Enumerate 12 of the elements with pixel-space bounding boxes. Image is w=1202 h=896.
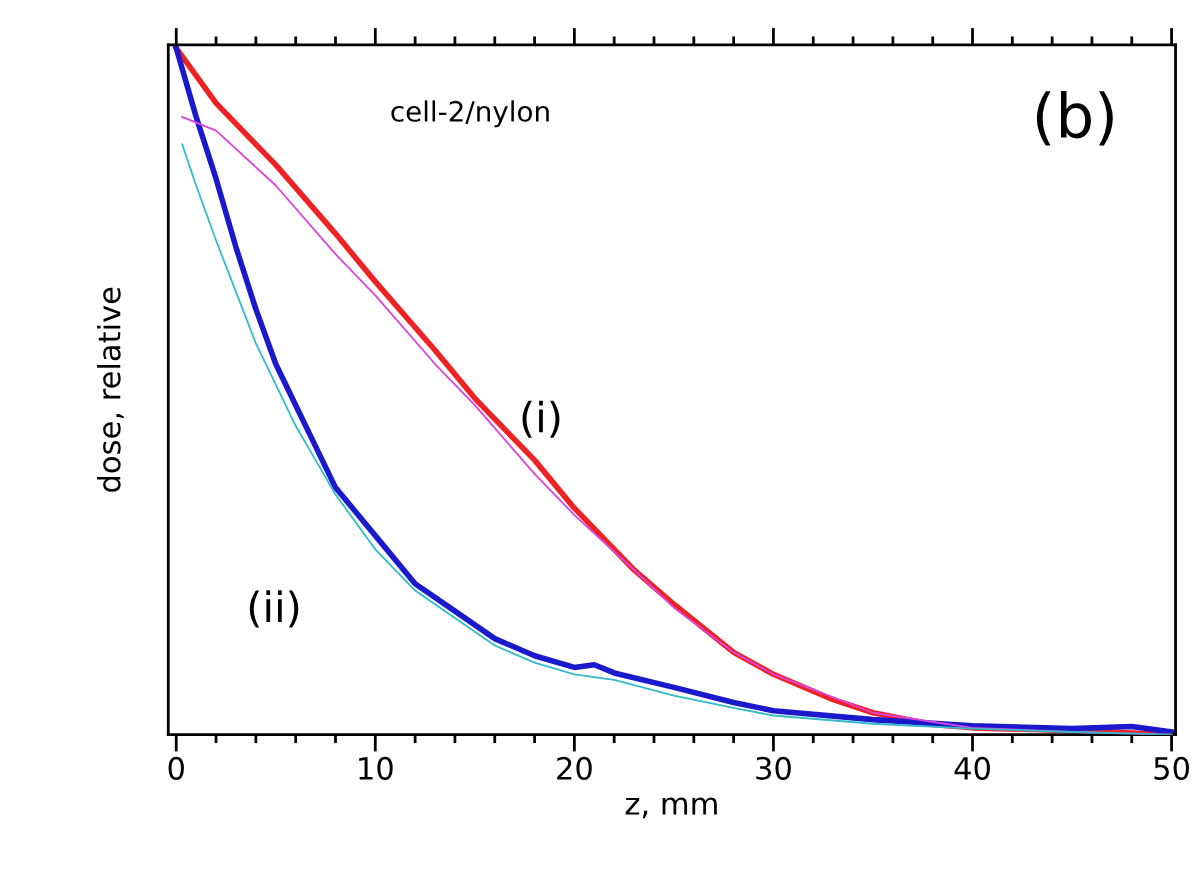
annotation: cell-2/nylon bbox=[391, 100, 549, 128]
x-tick-label: 30 bbox=[756, 756, 791, 780]
y-axis-title: dose, relative bbox=[97, 287, 124, 492]
x-tick-label: 40 bbox=[954, 756, 990, 780]
annotation: (ii) bbox=[249, 590, 299, 628]
x-tick-label: 10 bbox=[359, 756, 393, 780]
x-axis-title: z, mm bbox=[625, 797, 717, 819]
annotation: (b) bbox=[1036, 91, 1113, 146]
x-tick-label: 0 bbox=[168, 756, 184, 780]
annotation: (i) bbox=[522, 400, 560, 438]
x-tick-label: 20 bbox=[557, 756, 592, 780]
x-tick-label: 50 bbox=[1154, 756, 1189, 780]
